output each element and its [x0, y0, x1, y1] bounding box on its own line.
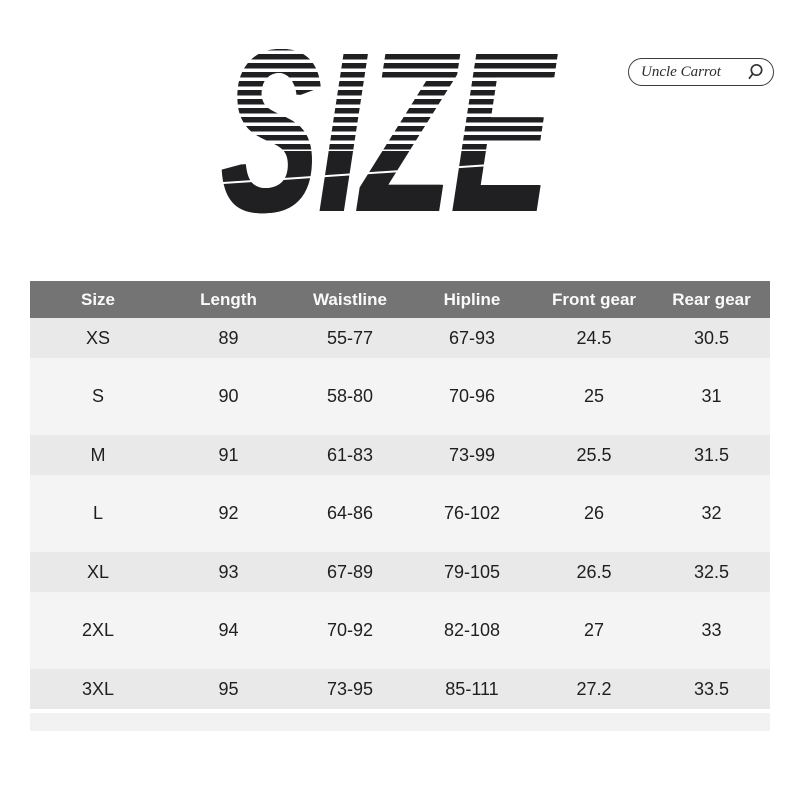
table-cell: 30.5 [693, 327, 730, 348]
column-header: Front gear [551, 289, 637, 309]
table-row: XL 93 67-89 79-105 26.5 32.5 [30, 552, 770, 592]
table-cell: L [92, 503, 103, 523]
table-row: XS 89 55-77 67-93 24.5 30.5 [30, 318, 770, 358]
table-cell: 85-111 [445, 678, 499, 699]
table-cell: XL [86, 561, 110, 582]
table-cell: 26.5 [576, 561, 612, 582]
table-cell: 79-105 [443, 561, 501, 582]
table-cell: 25.5 [576, 444, 612, 465]
table-cell: 3XL [81, 678, 115, 699]
table-body: XS 89 55-77 67-93 24.5 30.5 S 90 58-80 70-96 25 31 M… [30, 318, 770, 709]
table-cell: 73-99 [448, 444, 496, 465]
table-cell: 27 [583, 620, 605, 640]
table-cell: 33.5 [693, 678, 730, 699]
table-cell: 89 [218, 327, 239, 348]
table-cell: 24.5 [576, 327, 612, 348]
table-cell: 32.5 [693, 561, 730, 582]
table-cell: 90 [218, 386, 239, 406]
table-cell: 70-96 [448, 386, 496, 406]
table-cell: 67-93 [448, 327, 496, 348]
table-cell: 67-89 [326, 561, 374, 582]
table-cell: 73-95 [326, 678, 374, 699]
table-cell: 61-83 [326, 444, 374, 465]
table-header: Size Length Waistline Hipline Front gear Rear… [30, 281, 770, 318]
table-cell: M [90, 444, 106, 465]
table-cell: 2XL [81, 620, 115, 640]
table-row: S 90 58-80 70-96 25 31 [30, 358, 770, 435]
table-cell: 95 [218, 678, 239, 699]
column-header: Waistline [313, 289, 387, 309]
table-cell: 76-102 [443, 503, 501, 523]
search-icon[interactable] [745, 62, 765, 82]
brand-label: Uncle Carrot [641, 63, 721, 80]
table-row: L 92 64-86 76-102 26 32 [30, 475, 770, 552]
table-trailer-band [30, 713, 770, 731]
table-cell: 64-86 [326, 503, 374, 523]
table-cell: 92 [218, 503, 239, 523]
table-cell: 55-77 [326, 327, 374, 348]
column-header: Hipline [443, 289, 501, 309]
table-cell: 31 [701, 386, 722, 406]
table-row: 2XL 94 70-92 82-108 27 33 [30, 592, 770, 669]
table-cell: 27.2 [576, 678, 612, 699]
column-header: Length [200, 289, 257, 309]
table-cell: 25 [583, 386, 605, 406]
table-cell: S [91, 386, 104, 406]
table-row: 3XL 95 73-95 85-111 27.2 33.5 [30, 669, 770, 709]
table-cell: 93 [218, 561, 239, 582]
table-cell: 33 [701, 620, 722, 640]
column-header: Size [80, 289, 116, 309]
table-cell: 94 [218, 620, 239, 640]
page-title: SIZE [218, 2, 558, 261]
table-cell: 26 [583, 503, 605, 523]
size-table: Size Length Waistline Hipline Front gear Rear… [30, 281, 770, 731]
table-cell: 82-108 [443, 620, 501, 640]
table-cell: 91 [218, 444, 239, 465]
table-cell: XS [85, 327, 110, 348]
title-wrap: SIZE [0, 2, 788, 261]
brand-search-pill[interactable]: Uncle Carrot [628, 58, 774, 86]
table-cell: 70-92 [326, 620, 374, 640]
column-header: Rear gear [672, 289, 751, 309]
table-cell: 31.5 [693, 444, 730, 465]
table-row: M 91 61-83 73-99 25.5 31.5 [30, 435, 770, 475]
table-cell: 58-80 [326, 386, 374, 406]
table-cell: 32 [701, 503, 722, 523]
